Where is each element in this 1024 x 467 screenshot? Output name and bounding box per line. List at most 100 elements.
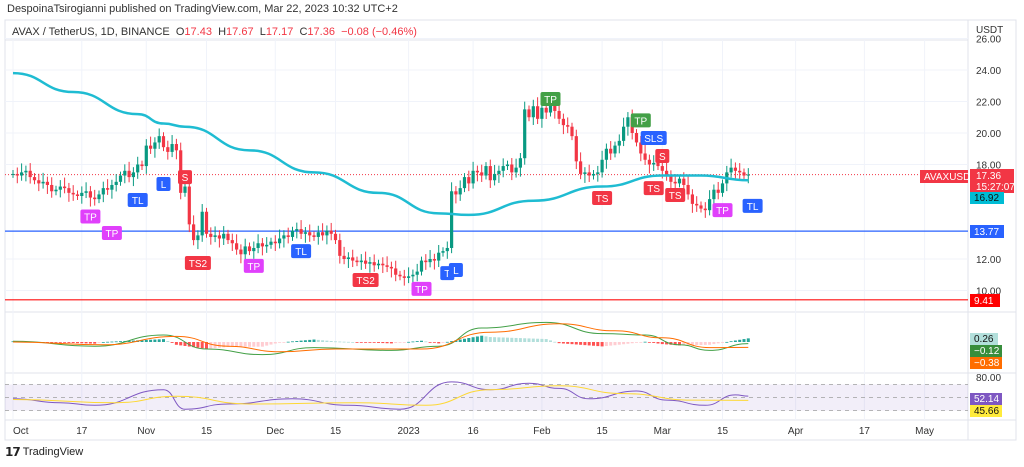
candle (303, 227, 307, 243)
candle-body (338, 240, 342, 256)
signal-text: TP (634, 116, 647, 127)
change-value: −0.08 (−0.46%) (341, 26, 417, 38)
support-price-tag-bg (970, 225, 1004, 238)
candle-body (523, 109, 527, 159)
macd-histogram-bar (733, 340, 737, 342)
candle-body (71, 192, 75, 195)
candle-body (415, 271, 419, 275)
signal-badge (101, 226, 122, 241)
candle-body (24, 170, 28, 173)
macd-histogram-bar (467, 338, 471, 342)
macd-signal-tag: −0.38 (970, 357, 1002, 369)
candle-body (75, 194, 80, 196)
macd-histogram-bar (716, 342, 720, 344)
ma-price-tag-bg (970, 192, 1004, 204)
candle (24, 165, 28, 182)
candle-body (398, 274, 402, 277)
candle (196, 230, 200, 250)
candle-body (372, 262, 376, 266)
candle-body (58, 186, 62, 190)
candle (144, 139, 148, 174)
macd-histogram-bar (97, 342, 101, 343)
candle (325, 225, 329, 245)
candle-body (187, 186, 191, 225)
macd-histogram-bar (613, 342, 617, 346)
signal-text: TS2 (356, 276, 375, 287)
candle-body (394, 268, 398, 275)
signal-label-l: L (156, 177, 171, 192)
macd-histogram-bar (454, 340, 458, 342)
footer-brand: 𝟭𝟳 TradingView (5, 445, 83, 459)
candle (140, 160, 144, 171)
macd-histogram-bar (200, 342, 204, 349)
macd-histogram-bar (665, 342, 669, 345)
macd-histogram-bar (557, 342, 561, 344)
candle-body (321, 232, 325, 236)
candle (118, 171, 123, 186)
candle (424, 254, 428, 270)
candle (738, 163, 742, 179)
macd-histogram-bar (531, 338, 535, 342)
candle (510, 158, 514, 181)
macd-histogram-bar (445, 341, 449, 343)
candle-body (591, 173, 596, 176)
candle-body (32, 177, 37, 181)
candle-body (407, 276, 411, 278)
candle-body (11, 173, 15, 175)
candle (695, 196, 699, 212)
candle-body (634, 133, 639, 143)
time-axis[interactable]: Oct 17 Nov 15 Dec 15 2023 16 Feb 15 Mar 15 Apr 17 May (13, 426, 934, 437)
macd-histogram-bar (574, 342, 578, 345)
signal-badge (712, 203, 733, 218)
signal-label-tp: TP (712, 203, 733, 218)
price-axis-unit: USDT (976, 25, 1003, 36)
open-value: 17.43 (184, 26, 212, 38)
candle (222, 226, 226, 245)
macd-histogram-bar (415, 341, 419, 342)
ma-price-tag: 16.92 (970, 192, 1004, 204)
macd-histogram-bar (635, 342, 638, 343)
candle-body (647, 159, 651, 165)
macd-signal-line (12, 323, 749, 353)
candle-body (282, 235, 286, 239)
candle (669, 170, 673, 191)
candle-body (514, 167, 518, 173)
time-tick: Feb (533, 426, 551, 437)
macd-histogram-bar (170, 342, 174, 343)
low-value: 17.17 (265, 26, 294, 38)
candle-body (329, 230, 333, 234)
macd-histogram-bar (501, 337, 505, 342)
candle (497, 165, 501, 183)
candle (20, 163, 24, 181)
candle (97, 190, 101, 204)
macd-histogram-bar (269, 342, 273, 345)
macd-histogram-bar (695, 342, 699, 346)
candle-body (497, 170, 501, 174)
candle (170, 135, 174, 158)
signal-badge (592, 191, 613, 206)
macd-histogram-bar (652, 342, 656, 343)
candle-body (295, 229, 299, 231)
macd-histogram-bar (553, 341, 557, 343)
candle-body (239, 249, 243, 255)
candle-body (192, 224, 196, 241)
candle (41, 172, 45, 189)
rsi-ma-tag-text: 45.66 (974, 406, 999, 417)
candle (703, 202, 707, 218)
price-axis[interactable]: USDT 26.00 24.00 22.00 20.00 18.00 12.00 10.00… (976, 25, 1003, 384)
price-tick: 10.00 (976, 287, 1001, 298)
candle (269, 237, 273, 249)
candle-body (308, 232, 312, 236)
signal-text: TS (596, 194, 609, 205)
symbol-name[interactable]: AVAX / TetherUS, 1D, BINANCE (12, 26, 170, 38)
candle-body (84, 191, 88, 193)
candle-body (548, 103, 553, 113)
macd-histogram-bar (80, 342, 84, 344)
candle (153, 137, 157, 158)
candle-body (613, 145, 617, 154)
macd-histogram-bar (432, 342, 436, 343)
candle (157, 128, 161, 149)
countdown-text: 15:27:07 (976, 182, 1015, 193)
macd-histogram-bar (179, 342, 183, 346)
